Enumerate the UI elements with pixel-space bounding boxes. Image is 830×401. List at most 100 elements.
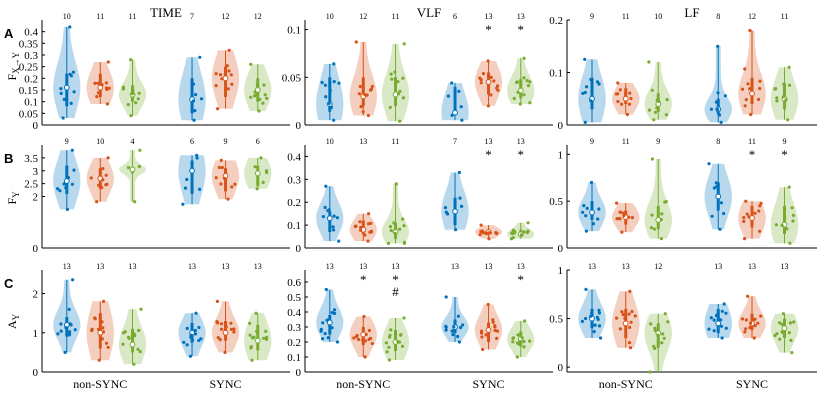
data-point bbox=[121, 342, 125, 346]
data-point bbox=[452, 325, 456, 329]
data-point bbox=[229, 327, 233, 331]
data-point bbox=[451, 333, 455, 337]
data-point bbox=[354, 335, 359, 339]
row-letter-c: C bbox=[4, 276, 14, 291]
sample-count-label: 12 bbox=[748, 12, 756, 21]
data-point bbox=[758, 204, 762, 208]
sample-count-label: 13 bbox=[254, 262, 262, 271]
data-point bbox=[790, 206, 794, 210]
data-point bbox=[781, 95, 786, 99]
data-point bbox=[722, 211, 726, 216]
data-point bbox=[104, 183, 108, 187]
data-point bbox=[724, 311, 728, 315]
data-point bbox=[743, 104, 747, 108]
data-point bbox=[753, 324, 757, 328]
data-point bbox=[589, 99, 593, 103]
data-point bbox=[523, 319, 527, 323]
data-point bbox=[396, 340, 400, 344]
y-tick-label: 2 bbox=[33, 289, 39, 301]
data-point bbox=[757, 97, 761, 101]
y-tick-label: 0 bbox=[558, 243, 564, 255]
data-point bbox=[324, 287, 328, 292]
data-point bbox=[748, 326, 752, 330]
data-point bbox=[358, 84, 362, 89]
data-point bbox=[450, 113, 454, 117]
sample-count-label: 6 bbox=[256, 137, 260, 146]
data-point bbox=[747, 215, 751, 219]
data-point bbox=[226, 197, 230, 201]
y-axis-label-main: A bbox=[5, 320, 19, 329]
data-point bbox=[522, 340, 526, 344]
data-point bbox=[526, 221, 530, 225]
data-point bbox=[261, 180, 265, 184]
data-point bbox=[775, 332, 779, 336]
data-point bbox=[722, 302, 726, 306]
data-point bbox=[321, 215, 325, 219]
data-point bbox=[518, 102, 522, 106]
y-tick-label: 0.1 bbox=[287, 25, 301, 37]
data-point bbox=[359, 228, 363, 232]
data-point bbox=[628, 289, 632, 293]
data-point bbox=[138, 350, 142, 354]
data-point bbox=[392, 221, 396, 225]
data-point bbox=[361, 338, 365, 342]
data-point bbox=[227, 48, 231, 52]
significance-hash: # bbox=[392, 284, 399, 299]
data-point bbox=[264, 337, 269, 341]
data-point bbox=[719, 318, 723, 322]
data-point bbox=[719, 324, 724, 328]
data-point bbox=[787, 331, 791, 335]
violin-median bbox=[517, 87, 524, 94]
data-point bbox=[214, 72, 218, 76]
data-point bbox=[214, 84, 218, 88]
data-point bbox=[229, 321, 233, 325]
data-point bbox=[121, 87, 125, 91]
data-point bbox=[101, 330, 106, 334]
data-point bbox=[444, 328, 448, 332]
data-point bbox=[401, 217, 405, 221]
significance-star: * bbox=[485, 147, 492, 162]
data-point bbox=[712, 186, 717, 190]
data-point bbox=[614, 92, 619, 96]
data-point bbox=[95, 95, 99, 99]
significance-star: * bbox=[781, 147, 788, 162]
data-point bbox=[709, 107, 714, 111]
data-point bbox=[458, 196, 462, 200]
data-point bbox=[59, 329, 63, 333]
data-point bbox=[618, 88, 622, 92]
data-point bbox=[716, 107, 720, 111]
data-point bbox=[59, 91, 63, 95]
data-point bbox=[385, 350, 389, 354]
data-point bbox=[748, 28, 752, 33]
data-point bbox=[388, 335, 392, 339]
violin-median bbox=[63, 178, 70, 184]
data-point bbox=[596, 217, 600, 221]
data-point bbox=[366, 113, 370, 118]
data-point bbox=[773, 87, 777, 91]
data-point bbox=[460, 204, 464, 208]
data-point bbox=[707, 162, 711, 166]
data-point bbox=[104, 173, 108, 177]
sample-count-label: 13 bbox=[392, 262, 400, 271]
sample-count-label: 9 bbox=[656, 137, 660, 146]
data-point bbox=[662, 336, 666, 340]
data-point bbox=[619, 210, 623, 214]
data-point bbox=[367, 212, 371, 216]
data-point bbox=[67, 307, 71, 311]
data-point bbox=[744, 327, 748, 331]
data-point bbox=[518, 339, 522, 343]
violin-median bbox=[222, 329, 229, 336]
data-point bbox=[331, 225, 335, 229]
data-point bbox=[597, 207, 601, 211]
sample-count-label: 13 bbox=[485, 262, 493, 271]
sample-count-label: 11 bbox=[622, 137, 630, 146]
data-point bbox=[253, 165, 257, 169]
data-point bbox=[194, 93, 198, 97]
data-point bbox=[759, 201, 763, 205]
data-point bbox=[136, 97, 140, 101]
data-point bbox=[96, 91, 100, 95]
data-point bbox=[486, 84, 491, 88]
violin-median bbox=[589, 209, 595, 216]
data-point bbox=[216, 336, 220, 340]
